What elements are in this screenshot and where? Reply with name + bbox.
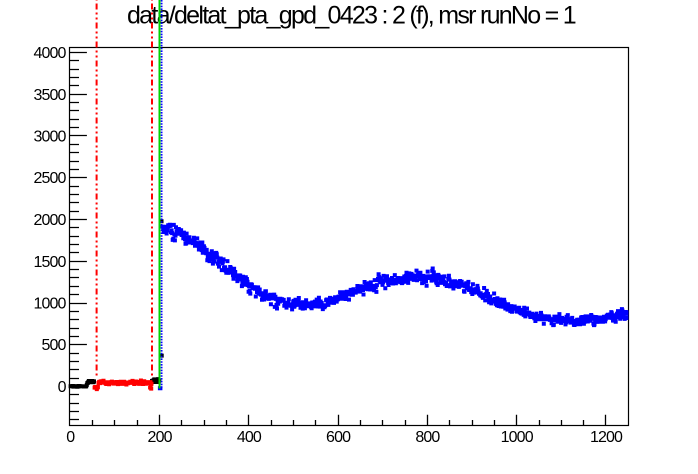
svg-text:200: 200 xyxy=(148,429,173,446)
svg-text:1000: 1000 xyxy=(501,429,534,446)
svg-text:0: 0 xyxy=(66,429,75,446)
svg-text:800: 800 xyxy=(415,429,440,446)
svg-text:2500: 2500 xyxy=(33,170,66,187)
svg-text:600: 600 xyxy=(326,429,351,446)
svg-text:4000: 4000 xyxy=(33,45,66,62)
svg-text:500: 500 xyxy=(42,337,67,354)
svg-text:1500: 1500 xyxy=(33,254,66,271)
svg-text:3500: 3500 xyxy=(33,87,66,104)
svg-text:3000: 3000 xyxy=(33,129,66,146)
svg-text:0: 0 xyxy=(58,379,67,396)
svg-text:1200: 1200 xyxy=(590,429,623,446)
svg-text:data/deltat_pta_gpd_0423 : 2 (: data/deltat_pta_gpd_0423 : 2 (f), msr ru… xyxy=(127,2,576,30)
svg-text:1000: 1000 xyxy=(33,296,66,313)
svg-text:400: 400 xyxy=(237,429,262,446)
svg-text:2000: 2000 xyxy=(33,212,66,229)
